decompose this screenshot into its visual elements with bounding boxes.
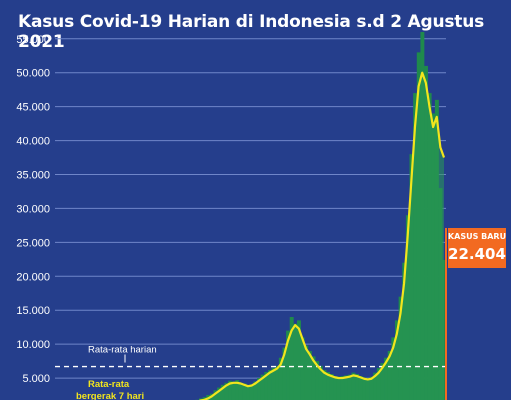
moving-average-label-line1: Rata-rata	[88, 379, 130, 390]
y-tick-label: 15.000	[16, 305, 50, 317]
y-tick-label: 45.000	[16, 102, 50, 114]
y-tick-label: 5.000	[22, 373, 50, 385]
new-cases-callout	[448, 228, 506, 268]
average-line-label: Rata-rata harian	[88, 345, 157, 356]
y-tick-label: 20.000	[16, 271, 50, 283]
callout-value: 22.404	[448, 245, 506, 263]
y-tick-label: 35.000	[16, 170, 50, 182]
chart-title: Kasus Covid-19 Harian di Indonesia s.d 2…	[18, 12, 485, 52]
y-tick-label: 25.000	[16, 237, 50, 249]
y-tick-label: 50.000	[16, 68, 50, 80]
y-tick-label: 30.000	[16, 203, 50, 215]
daily-case-bar	[199, 398, 203, 400]
y-tick-label: 10.000	[16, 339, 50, 351]
y-tick-label: 55.000	[16, 34, 50, 46]
moving-average-area	[203, 72, 444, 400]
moving-average-label-line2: bergerak 7 hari	[76, 391, 144, 400]
y-tick-label: 40.000	[16, 136, 50, 148]
moving-average-line	[198, 71, 446, 400]
daily-case-bar	[442, 259, 447, 400]
daily-case-bar	[202, 397, 207, 400]
callout-label: KASUS BARU	[448, 232, 506, 241]
